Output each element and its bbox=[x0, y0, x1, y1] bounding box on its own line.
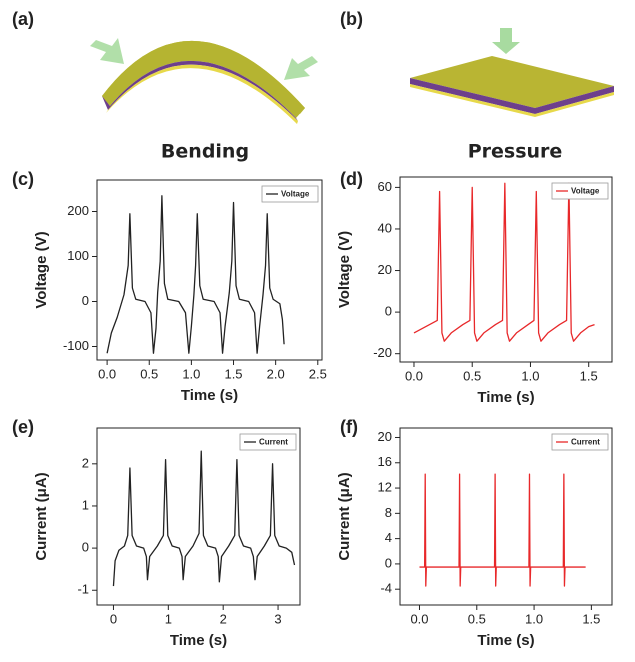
y-tick-label: 4 bbox=[385, 530, 392, 545]
panel-label: (a) bbox=[12, 9, 34, 29]
data-line bbox=[106, 195, 285, 354]
y-axis-label: Voltage (V) bbox=[336, 231, 353, 308]
panel-label: (c) bbox=[12, 169, 34, 189]
x-tick-label: 1.5 bbox=[224, 366, 242, 381]
y-tick-label: -20 bbox=[373, 345, 392, 360]
y-tick-label: 200 bbox=[67, 203, 89, 218]
x-tick-label: 2 bbox=[220, 611, 227, 626]
x-tick-label: 2.5 bbox=[309, 366, 327, 381]
legend-label: Current bbox=[259, 438, 288, 447]
caption: Pressure bbox=[468, 141, 563, 163]
y-tick-label: -100 bbox=[63, 338, 89, 353]
data-line bbox=[419, 473, 586, 587]
legend-label: Current bbox=[571, 438, 600, 447]
x-axis-label: Time (s) bbox=[477, 632, 534, 649]
caption: Bending bbox=[161, 141, 249, 163]
panel-label: (f) bbox=[340, 417, 358, 437]
x-tick-label: 1 bbox=[165, 611, 172, 626]
y-tick-label: 20 bbox=[378, 429, 392, 444]
y-tick-label: -4 bbox=[380, 581, 392, 596]
y-tick-label: 12 bbox=[378, 479, 392, 494]
legend-box bbox=[261, 185, 319, 203]
x-tick-label: 0.5 bbox=[140, 366, 158, 381]
y-tick-label: 0 bbox=[385, 304, 392, 319]
panel-label: (d) bbox=[340, 169, 363, 189]
legend-box bbox=[551, 433, 609, 451]
legend-label: Voltage bbox=[281, 190, 310, 199]
y-tick-label: -1 bbox=[77, 582, 89, 597]
legend-box bbox=[239, 433, 297, 451]
y-tick-label: 2 bbox=[82, 455, 89, 470]
x-tick-label: 1.5 bbox=[580, 368, 598, 383]
pressure-slab bbox=[410, 28, 614, 117]
y-tick-label: 0 bbox=[82, 540, 89, 555]
x-axis-label: Time (s) bbox=[170, 632, 227, 649]
x-tick-label: 2.0 bbox=[267, 366, 285, 381]
x-tick-label: 1.0 bbox=[182, 366, 200, 381]
y-tick-label: 20 bbox=[378, 262, 392, 277]
y-tick-label: 0 bbox=[385, 555, 392, 570]
y-axis-label: Voltage (V) bbox=[33, 231, 50, 308]
y-axis-label: Current (μA) bbox=[33, 472, 50, 560]
bending-sheet bbox=[90, 38, 318, 124]
x-tick-label: 1.5 bbox=[582, 611, 600, 626]
y-tick-label: 0 bbox=[82, 293, 89, 308]
x-axis-label: Time (s) bbox=[477, 389, 534, 406]
plot-frame bbox=[399, 176, 613, 363]
plot-frame bbox=[399, 427, 613, 606]
x-tick-label: 0.5 bbox=[463, 368, 481, 383]
x-tick-label: 0 bbox=[110, 611, 117, 626]
x-tick-label: 0.0 bbox=[410, 611, 428, 626]
x-tick-label: 0.0 bbox=[405, 368, 423, 383]
x-tick-label: 3 bbox=[274, 611, 281, 626]
legend-label: Voltage bbox=[571, 187, 600, 196]
panel-label: (e) bbox=[12, 417, 34, 437]
y-axis-label: Current (μA) bbox=[336, 472, 353, 560]
x-tick-label: 1.0 bbox=[525, 611, 543, 626]
plot-frame bbox=[96, 427, 301, 606]
y-tick-label: 40 bbox=[378, 220, 392, 235]
data-line bbox=[112, 450, 296, 587]
y-tick-label: 8 bbox=[385, 505, 392, 520]
x-tick-label: 1.0 bbox=[521, 368, 539, 383]
y-tick-label: 16 bbox=[378, 454, 392, 469]
x-tick-label: 0.5 bbox=[468, 611, 486, 626]
data-line bbox=[413, 182, 595, 342]
legend-box bbox=[551, 182, 609, 200]
x-tick-label: 0.0 bbox=[98, 366, 116, 381]
x-axis-label: Time (s) bbox=[181, 387, 238, 404]
y-tick-label: 60 bbox=[378, 179, 392, 194]
plot-frame bbox=[96, 179, 323, 361]
y-tick-label: 1 bbox=[82, 497, 89, 512]
panel-label: (b) bbox=[340, 9, 363, 29]
y-tick-label: 100 bbox=[67, 248, 89, 263]
